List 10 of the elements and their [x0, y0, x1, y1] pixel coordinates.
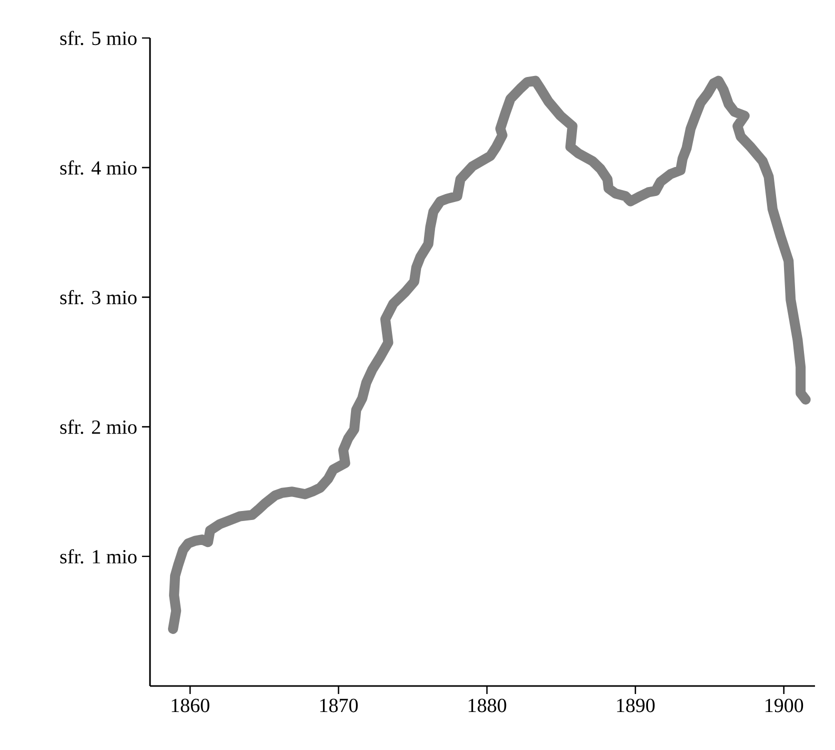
x-tick-label: 1860 — [172, 698, 210, 712]
x-tick-label: 1880 — [468, 698, 506, 712]
y-tick-label: sfr. 3 mio — [60, 290, 137, 304]
y-tick-label: sfr. 1 mio — [60, 549, 137, 564]
y-tick-label: sfr. 5 mio — [60, 30, 137, 46]
y-tick-label: sfr. 2 mio — [60, 420, 137, 434]
x-tick-label: 1890 — [617, 698, 655, 712]
y-tick-label: sfr. 4 mio — [60, 160, 137, 175]
x-tick-label: 1870 — [320, 698, 358, 712]
x-tick-label: 1900 — [766, 698, 804, 712]
